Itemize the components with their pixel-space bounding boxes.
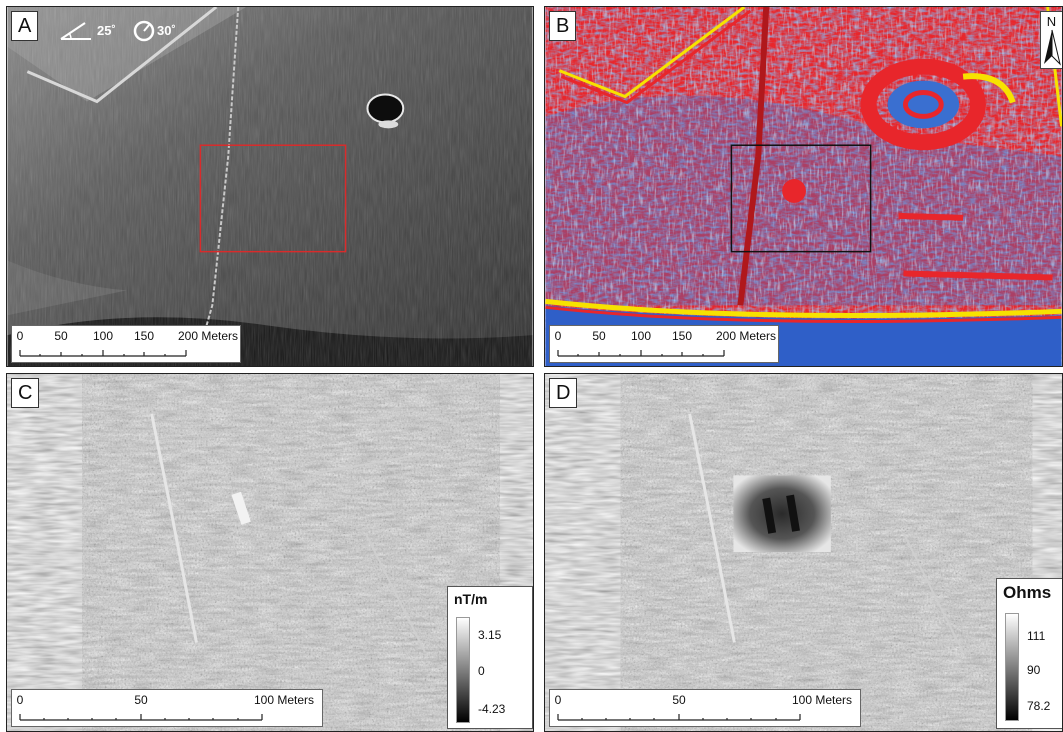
scale-tick: 150 — [133, 329, 155, 343]
panel-b-relief: B N 0 50 100 150 200 Meters — [544, 6, 1063, 367]
scale-tick: 100 Meters — [792, 693, 853, 707]
legend-gradient — [1005, 613, 1019, 721]
scale-tick: 100 Meters — [254, 693, 315, 707]
scale-bar-a: 0 50 100 150 200 Meters — [11, 325, 241, 363]
scale-bar-d: 0 50 100 Meters — [549, 689, 861, 727]
north-label: N — [1046, 14, 1057, 29]
altitude-value: 30˚ — [157, 23, 176, 38]
scale-tick: 200 Meters — [716, 329, 777, 343]
scale-tick: 0 — [554, 329, 562, 343]
north-arrow: N — [1040, 11, 1062, 69]
relief-color-map — [545, 7, 1062, 366]
legend-title: Ohms — [1003, 583, 1052, 602]
scale-tick: 200 Meters — [178, 329, 239, 343]
legend-max: 3.15 — [478, 628, 502, 642]
scale-tick: 50 — [672, 693, 686, 707]
legend-gradient — [456, 617, 470, 723]
panel-label-c: C — [11, 378, 40, 408]
scale-tick: 150 — [671, 329, 693, 343]
scale-tick: 0 — [554, 693, 562, 707]
scale-tick: 50 — [592, 329, 606, 343]
scale-tick: 100 — [630, 329, 652, 343]
magnetometry-map — [7, 374, 533, 731]
panel-label-a: A — [11, 11, 39, 41]
resistivity-survey-patch — [733, 475, 831, 553]
scale-tick: 0 — [16, 693, 24, 707]
scale-bar-b: 0 50 100 150 200 Meters — [549, 325, 779, 363]
scale-tick: 50 — [54, 329, 68, 343]
legend-mid: 0 — [478, 664, 485, 678]
hillshade-map — [7, 7, 533, 366]
north-arrow-icon — [1044, 29, 1061, 66]
legend-mid: 90 — [1027, 663, 1041, 677]
legend-title: nT/m — [454, 591, 488, 607]
legend-magnetometry: nT/m 3.15 0 -4.23 — [447, 586, 533, 729]
sun-azimuth-icon — [60, 22, 91, 40]
legend-max: 111 — [1027, 629, 1046, 643]
panel-a-hillshade: A 25˚ 30˚ 0 50 100 150 200 Meters — [6, 6, 534, 367]
panel-label-d: D — [549, 378, 578, 408]
panel-d-resistivity: D Ohms 111 90 78.2 0 50 100 Meters — [544, 373, 1063, 732]
legend-resistivity: Ohms 111 90 78.2 — [996, 578, 1062, 729]
scale-tick: 50 — [134, 693, 148, 707]
scale-tick: 100 — [92, 329, 114, 343]
study-area-box-b — [730, 144, 872, 253]
panel-c-magnetometry: C nT/m 3.15 0 -4.23 0 50 100 Meters — [6, 373, 534, 732]
scale-bar-c: 0 50 100 Meters — [11, 689, 323, 727]
legend-min: -4.23 — [478, 702, 506, 716]
sun-altitude-icon — [133, 20, 155, 42]
resistivity-map — [545, 374, 1062, 731]
azimuth-value: 25˚ — [97, 23, 116, 38]
study-area-box-a — [199, 144, 347, 253]
panel-label-b: B — [549, 11, 577, 41]
scale-tick: 0 — [16, 329, 24, 343]
legend-min: 78.2 — [1027, 699, 1051, 713]
